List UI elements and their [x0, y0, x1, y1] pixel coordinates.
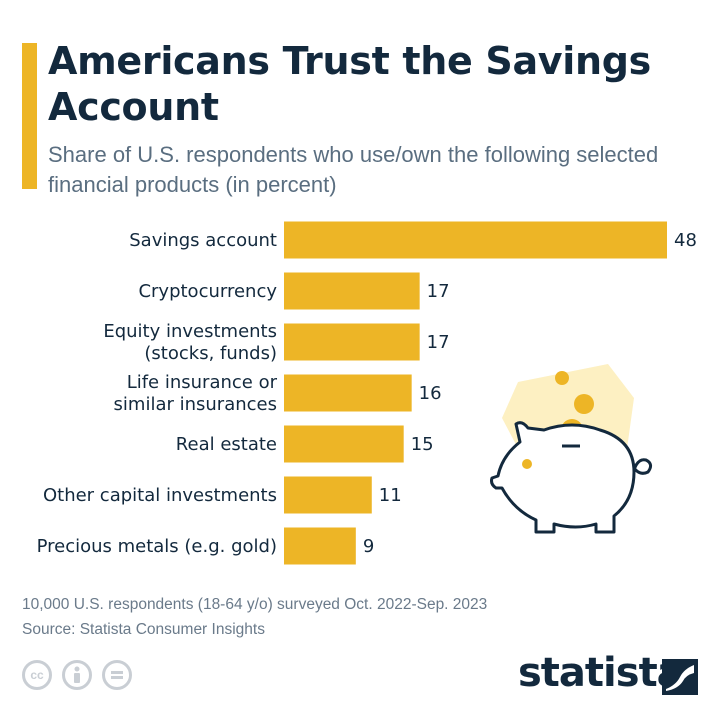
statista-logo-icon[interactable]	[662, 659, 698, 695]
cc-icon[interactable]: cc	[22, 660, 52, 690]
bar	[284, 527, 356, 565]
survey-note: 10,000 U.S. respondents (18-64 y/o) surv…	[22, 596, 488, 613]
no-derivatives-icon[interactable]	[102, 660, 132, 690]
value-label: 16	[419, 383, 442, 404]
statista-brand[interactable]: statista	[518, 650, 684, 696]
chart-subtitle: Share of U.S. respondents who use/own th…	[48, 142, 659, 197]
category-label: Other capital investments	[43, 485, 277, 506]
bar	[284, 476, 372, 514]
category-label: Equity investments (stocks, funds)	[103, 321, 277, 364]
value-label: 17	[427, 281, 450, 302]
bar	[284, 272, 420, 310]
value-label: 17	[427, 332, 450, 353]
value-label: 48	[674, 230, 697, 251]
category-label: Life insurance or similar insurances	[114, 372, 278, 415]
chart-title: Americans Trust the Savings Account	[48, 39, 651, 129]
value-label: 15	[411, 434, 434, 455]
category-label: Cryptocurrency	[138, 281, 277, 302]
bar	[284, 221, 667, 259]
title-accent-bar	[22, 43, 37, 189]
bar	[284, 323, 420, 361]
value-label: 9	[363, 536, 374, 557]
source-note: Source: Statista Consumer Insights	[22, 621, 265, 638]
piggy-bank-illustration	[490, 364, 653, 534]
attribution-icon[interactable]	[62, 660, 92, 690]
bar	[284, 425, 404, 463]
category-label: Real estate	[176, 434, 277, 455]
category-label: Savings account	[129, 230, 277, 251]
value-label: 11	[379, 485, 402, 506]
category-label: Precious metals (e.g. gold)	[37, 536, 277, 557]
license-icons: cc	[22, 660, 132, 690]
bar	[284, 374, 412, 412]
